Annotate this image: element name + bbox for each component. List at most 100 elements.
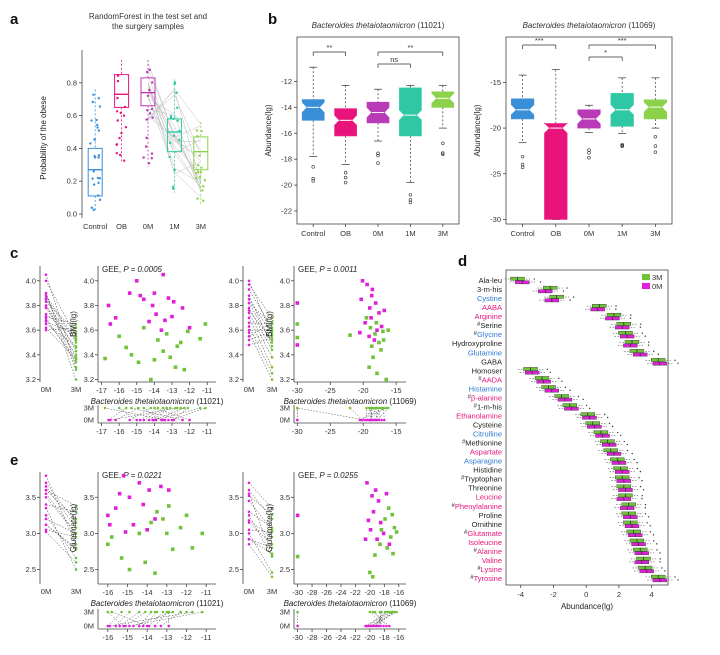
chart-a-point	[96, 194, 100, 197]
chart-e1-strip-line	[129, 611, 203, 627]
chart-c1-strip-3M-point	[198, 406, 202, 410]
chart-a-box-0M	[140, 77, 156, 107]
chart-c2-pair-line	[248, 284, 273, 318]
chart-a-point	[148, 112, 152, 115]
chart-c1-strip-0M-point	[188, 418, 191, 422]
chart-c1-strip-3M-point	[103, 406, 107, 410]
chart-c1-strip-0M-point	[114, 418, 117, 422]
chart-e1-strip-3M-point	[153, 610, 157, 614]
chart-c1-pair-line	[45, 274, 77, 368]
chart-c1-strip-0M-point	[163, 418, 167, 422]
chart-e1-3M-point	[170, 547, 175, 552]
chart-b2-ytick-label: -25	[490, 169, 501, 178]
chart-d-outlier	[562, 290, 565, 292]
chart-c1-3M-point	[164, 332, 169, 336]
chart-d-outlier	[641, 495, 643, 497]
chart-c1-0M-point	[159, 328, 164, 332]
chart-a-point	[93, 138, 97, 141]
chart-e1-ytick-label: 3.5	[84, 493, 94, 502]
chart-a-point	[168, 141, 172, 145]
chart-c1-ytick-label: 4.0	[84, 276, 94, 285]
chart-e1-pair-line	[45, 508, 77, 570]
chart-c1-strip-0M-point	[167, 418, 170, 422]
chart-c2-xtick-label: -25	[325, 386, 336, 395]
chart-e2-strip-line	[371, 611, 393, 627]
chart-e1-strip-0M-point	[145, 624, 149, 628]
chart-c2-pair-0M-point	[247, 325, 251, 328]
chart-a-point	[202, 199, 205, 202]
chart-d-row-hash: #	[470, 575, 474, 581]
chart-e1-pair-0M-point	[44, 485, 48, 488]
chart-a-point	[92, 93, 95, 96]
chart-e2-0M-point	[373, 488, 378, 492]
chart-e2-3M-point	[385, 546, 390, 550]
chart-b1-outlier	[376, 151, 380, 156]
chart-c1-pair-line	[45, 320, 77, 359]
chart-e2-strip-3M-point	[391, 610, 395, 614]
chart-d-outlier	[639, 470, 642, 473]
chart-e2-pair-0M-point	[247, 488, 251, 492]
chart-c1-strip-3M-point	[179, 406, 183, 410]
chart-d-outlier	[639, 323, 642, 325]
chart-a-point	[197, 164, 200, 167]
chart-a-paired-line	[147, 62, 202, 183]
chart-c1-gee-p: P = 0.0005	[123, 265, 162, 274]
chart-d-row-name: Isoleucine	[468, 538, 502, 547]
chart-c1-pair-line	[45, 327, 77, 360]
chart-e1-3M-point	[153, 571, 157, 575]
chart-b1-outlier	[343, 180, 348, 185]
chart-d-row-label: Homoser	[472, 366, 503, 375]
chart-e2-pair-0M-point	[247, 521, 251, 524]
chart-c2-pair-0M-point	[247, 301, 251, 305]
chart-c2-strip-3M-label: 3M	[280, 404, 290, 413]
chart-c2-strip-line	[368, 407, 377, 421]
chart-d-row-label: Asparagine	[464, 457, 502, 466]
chart-c1-3M-point	[178, 340, 183, 345]
chart-b1-outlier	[376, 161, 380, 165]
chart-c2-pair-3M-point	[270, 316, 274, 320]
chart-c2-strip-0M-point	[375, 418, 379, 422]
chart-d-outlier	[608, 422, 611, 425]
chart-d-row-label: Isoleucine	[468, 538, 502, 547]
chart-d-row-hash: #	[477, 322, 481, 328]
chart-d-row-label: #β-alanine	[468, 393, 502, 402]
chart-a-point	[176, 106, 179, 109]
chart-e1-gee-label: GEE,	[102, 471, 123, 480]
chart-c2-3M-point	[374, 320, 379, 325]
chart-e1-3M-point	[184, 513, 189, 518]
chart-c2-gee: GEE, P = 0.0011	[298, 265, 357, 274]
chart-d-outlier	[615, 308, 617, 310]
chart-c1-pair-3M-point	[74, 330, 78, 333]
chart-e1-pair-line	[45, 497, 77, 534]
chart-a-point	[118, 153, 122, 157]
chart-a-point	[145, 70, 149, 74]
chart-e1-3M-point	[155, 509, 159, 514]
chart-b1-xtick-label: OB	[340, 229, 351, 238]
chart-d-row-name: Lysine	[481, 565, 502, 574]
chart-e1-pair-line	[45, 504, 77, 512]
chart-b1-xtick-label: Control	[301, 229, 326, 238]
chart-e1-pair-3M-point	[74, 542, 78, 546]
chart-e2-pair-ytick-label: 3.0	[229, 529, 239, 538]
chart-e1-pair-line	[45, 489, 77, 507]
chart-e1-pair-0M-point	[44, 530, 48, 534]
chart-c2-strip-3M-point	[367, 406, 371, 410]
chart-e1-strip-0M-point	[128, 624, 131, 628]
chart-d-row-label: Citrulline	[473, 430, 502, 439]
chart-d-outlier	[639, 485, 642, 488]
chart-b2-title-id: (11069)	[626, 21, 656, 30]
chart-d-row-name: Leucine	[476, 493, 502, 502]
chart-a-point	[96, 126, 99, 129]
chart-c2-pair-0M-point	[247, 306, 251, 310]
chart-b1-ytick-label: -12	[281, 77, 292, 86]
chart-c1-3M-point	[198, 337, 202, 341]
chart-d-outlier	[659, 558, 661, 560]
chart-c2-strip-0M-point	[365, 418, 369, 422]
chart-b2-sig-label: ***	[618, 36, 627, 45]
chart-a-point	[200, 166, 203, 169]
chart-d-outlier	[623, 440, 625, 443]
chart-b1-sig-label: **	[407, 43, 413, 52]
chart-c2-pair-3M-point	[270, 336, 274, 339]
chart-d-row-name: AABA	[482, 303, 502, 312]
